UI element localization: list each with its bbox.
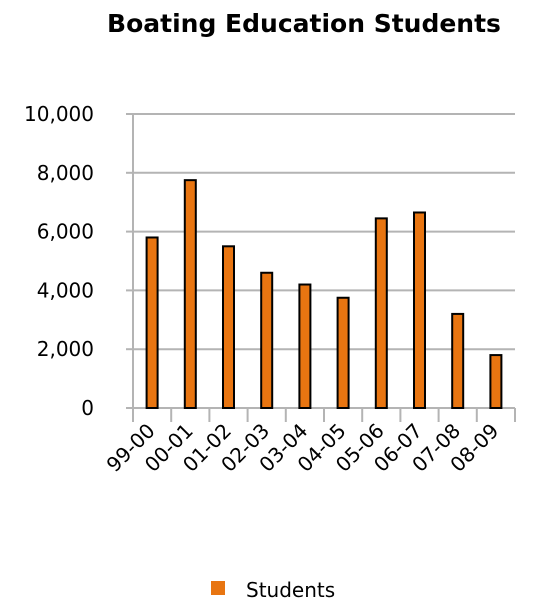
bar (183, 179, 197, 409)
y-tick-label: 10,000 (24, 102, 94, 126)
bar (222, 245, 235, 409)
y-axis: 0 2,000 4,000 6,000 8,000 10,000 (24, 102, 134, 422)
bar (298, 283, 312, 409)
bar (413, 211, 426, 409)
bar (374, 217, 388, 409)
bar (336, 296, 350, 409)
bar (451, 312, 465, 410)
bars (145, 179, 503, 410)
y-tick-label: 2,000 (37, 337, 94, 361)
bar (489, 354, 503, 409)
legend-label: Students (246, 578, 335, 602)
legend: Students (211, 578, 335, 602)
x-axis: 99-0000-0101-0202-0303-0404-0505-0606-07… (102, 408, 516, 477)
bar (260, 271, 274, 410)
chart-title: Boating Education Students (107, 9, 501, 38)
legend-swatch (211, 581, 225, 595)
y-tick-label: 6,000 (37, 220, 94, 244)
y-tick-label: 8,000 (37, 161, 94, 185)
bar (145, 236, 159, 409)
y-tick-label: 4,000 (37, 278, 94, 302)
y-tick-label: 0 (81, 396, 94, 420)
